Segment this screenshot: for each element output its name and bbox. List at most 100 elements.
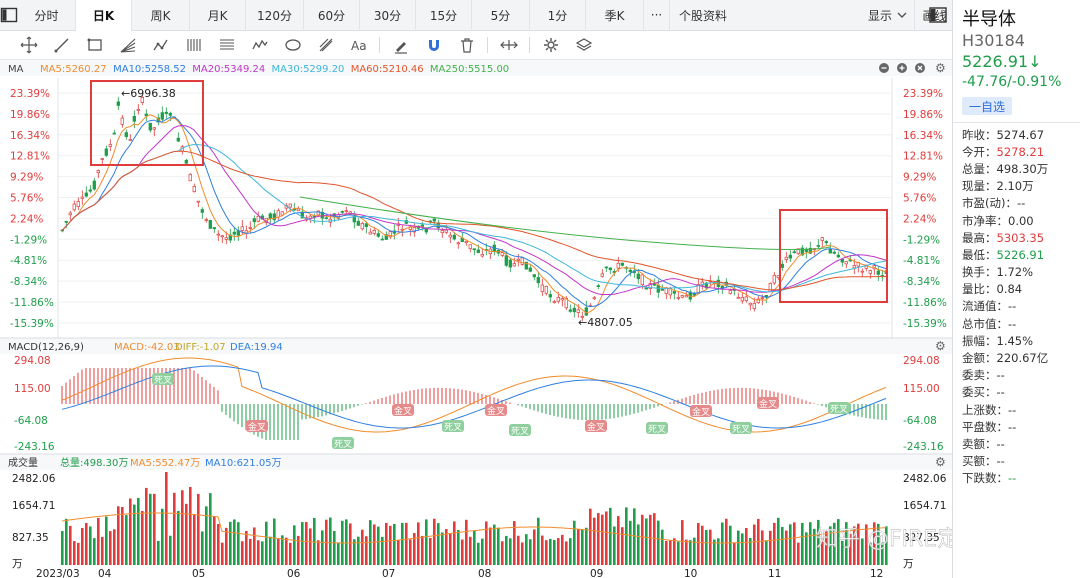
candle-body [512,263,516,267]
volume-bar [193,514,196,565]
stat-value: 5278.21 [996,144,1045,159]
candle-body [676,297,680,299]
volume-bar [577,529,580,565]
quote-stat-row: 委卖： -- [962,367,1078,384]
volume-bar [241,541,244,565]
volume-bar [125,515,128,565]
stat-label: 现量： [962,179,997,194]
candle-body [800,247,804,256]
tab-15min[interactable]: 15分 [416,0,472,31]
right-axis-label: -1.29% [903,234,940,246]
candle-body [608,267,612,271]
candle-body [256,215,260,222]
chart-area[interactable]: MA MA5:5260.27 MA10:5258.52 MA20:5349.24 MA3… [0,60,952,578]
volume-bar [753,524,756,565]
candle-body [780,263,784,268]
candle-body [372,229,376,234]
volume-bar [665,541,668,565]
stat-label: 量比： [962,282,997,297]
volume-ma10: MA10:621.05万 [205,458,282,469]
tool-crosshair-button[interactable] [12,32,45,58]
tab-30min[interactable]: 30分 [360,0,416,31]
tool-measure-button[interactable] [492,32,525,58]
tool-ellipse-button[interactable] [276,32,309,58]
tool-wave-button[interactable] [144,32,177,58]
more-dots-button[interactable]: ··· [644,0,670,31]
candle-body [808,247,812,254]
quote-stat-row: 金额： 220.67亿 [962,349,1078,366]
volume-bar [657,520,660,565]
macd-left-axis-label: -243.16 [14,441,55,453]
volume-bar [777,517,780,565]
divider [953,122,1080,123]
tab-month-k[interactable]: 月K [190,0,246,31]
tab-week-k[interactable]: 周K [132,0,190,31]
candle-body [144,113,148,117]
candle-body [876,270,880,275]
candle-body [660,289,664,291]
volume-bar [313,517,316,565]
tool-brush-button[interactable] [384,32,417,58]
tool-fib-button[interactable] [309,32,342,58]
quote-stat-row: 昨收： 5274.67 [962,126,1078,143]
add-watchlist-button[interactable]: 一自选 [962,97,1012,115]
volume-bar [857,523,860,565]
volume-bar [701,525,704,565]
zigzag-icon [251,39,268,50]
stat-label: 昨收： [962,127,997,142]
quote-stat-row: 今开： 5278.21 [962,143,1078,160]
volume-bar [277,539,280,565]
volume-bar [229,521,232,565]
tool-layers-button[interactable] [567,32,600,58]
candle-body [432,218,436,222]
volume-bar [161,508,164,565]
tool-rect-button[interactable] [78,32,111,58]
volume-bar [145,487,148,565]
stat-label: 下跌数： [962,471,1008,486]
stat-label: 金额： [962,351,997,366]
volume-bar [173,492,176,565]
panel-right-icon[interactable] [928,5,948,25]
volume-bar [449,533,452,565]
tab-5min[interactable]: 5分 [472,0,530,31]
candle-body [324,217,328,220]
x-axis-label: 04 [98,568,112,578]
volume-bar [197,493,200,565]
tool-text-button[interactable]: Aa [342,32,375,58]
quote-stat-row: 下跌数： -- [962,470,1078,487]
volume-bar [817,519,820,565]
tool-vlines-button[interactable] [177,32,210,58]
tool-hlines-button[interactable] [210,32,243,58]
volume-bar [681,520,684,565]
sidebar-toggle-button[interactable] [0,0,18,31]
tool-trash-button[interactable] [450,32,483,58]
stock-info-button[interactable]: 个股资料 [678,8,727,23]
volume-bar [137,497,140,565]
tab-fenshi[interactable]: 分时 [18,0,76,31]
toolbar-separator [529,37,530,53]
stat-value: -- [996,368,1005,383]
death-cross-label: 死叉 [511,426,529,437]
volume-bar [829,526,832,565]
tool-settings-button[interactable] [534,32,567,58]
candle-body [580,316,584,318]
tab-60min[interactable]: 60分 [304,0,360,31]
close-icon [917,65,923,71]
candle-body [844,261,848,265]
candle-body [540,284,544,292]
candle-body [824,241,828,244]
tab-day-k[interactable]: 日K [76,0,132,31]
volume-bar [533,529,536,565]
volume-bar [833,522,836,565]
ma-legend-item: MA5:5260.27 [40,64,107,75]
x-axis-label: 08 [478,568,491,578]
tool-magnet-button[interactable] [417,32,450,58]
tab-1min[interactable]: 1分 [530,0,586,31]
tool-line-button[interactable] [45,32,78,58]
tab-quarter-k[interactable]: 季K [586,0,644,31]
tab-120min[interactable]: 120分 [246,0,304,31]
tool-fan-button[interactable] [111,32,144,58]
display-dropdown[interactable]: 显示 [862,0,914,31]
tool-zigzag-button[interactable] [243,32,276,58]
volume-bar [545,540,548,565]
